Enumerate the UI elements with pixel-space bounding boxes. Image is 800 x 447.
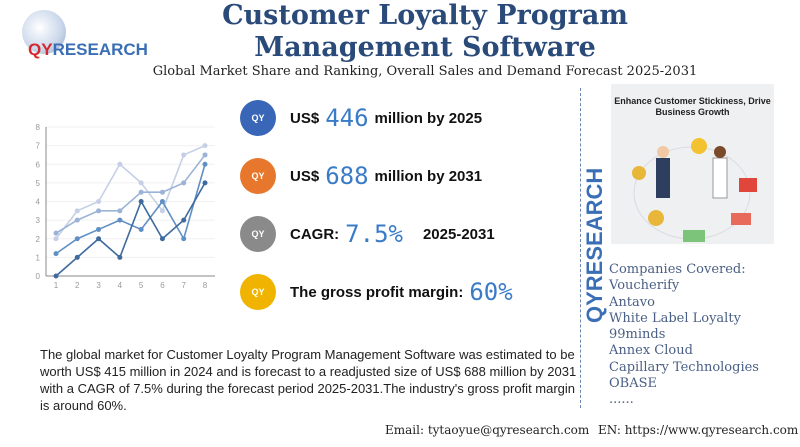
data-point-s2 — [202, 152, 208, 158]
stat-margin: QY The gross profit margin: 60% — [240, 274, 519, 310]
stat-2025: QY US$ 446 million by 2025 — [240, 100, 482, 136]
data-point-s4 — [202, 180, 208, 186]
globe-icon: QY — [240, 216, 276, 252]
data-point-s4 — [96, 236, 102, 242]
data-point-s3 — [53, 251, 59, 257]
stat-value: 446 — [325, 104, 369, 132]
x-tick-label: 3 — [96, 281, 101, 288]
data-point-s1 — [74, 208, 80, 214]
data-point-s2 — [138, 189, 144, 195]
handshake-illustration — [632, 138, 757, 242]
data-point-s3 — [159, 199, 165, 204]
data-point-s1 — [117, 161, 123, 167]
company-item: Annex Cloud — [609, 343, 693, 359]
divider — [580, 88, 581, 408]
x-tick-label: 8 — [203, 281, 208, 288]
y-tick-label: 6 — [36, 160, 41, 169]
data-point-s2 — [96, 208, 102, 214]
company-item: ...... — [609, 392, 634, 408]
stat-prefix: US$ — [290, 109, 320, 127]
stat-prefix: US$ — [290, 167, 320, 185]
company-item: OBASE — [609, 376, 657, 392]
stat-suffix: million by 2031 — [374, 167, 483, 185]
y-tick-label: 5 — [36, 179, 41, 188]
x-tick-label: 4 — [118, 281, 123, 288]
brand-vertical: QYRESEARCH — [582, 167, 607, 323]
data-point-s3 — [117, 217, 123, 223]
data-point-s3 — [96, 226, 102, 232]
data-point-s1 — [159, 208, 165, 214]
footer-email[interactable]: Email: tytaoyue@qyresearch.com — [385, 423, 590, 437]
data-point-s1 — [96, 199, 102, 204]
data-point-s4 — [138, 199, 144, 204]
x-tick-label: 1 — [54, 281, 59, 288]
company-item: 99minds — [609, 327, 666, 343]
company-item: Antavo — [609, 294, 655, 310]
data-point-s1 — [181, 152, 187, 158]
data-point-s2 — [159, 189, 165, 195]
data-point-s4 — [159, 236, 165, 242]
stat-prefix: CAGR: — [290, 225, 340, 243]
data-point-s4 — [181, 217, 187, 223]
x-tick-label: 2 — [75, 281, 80, 288]
data-point-s2 — [74, 217, 80, 223]
data-point-s3 — [202, 161, 208, 167]
logo-prefix: QY — [28, 40, 53, 59]
x-tick-label: 7 — [181, 281, 186, 288]
line-chart: 0 1 2 3 4 5 6 7 8 1 2 3 4 5 6 7 8 — [36, 123, 215, 288]
companies-heading: Companies Covered: — [609, 262, 746, 277]
stat-suffix: million by 2025 — [374, 109, 483, 127]
companies-list: Companies Covered: Voucherify Antavo Whi… — [609, 262, 759, 409]
globe-icon: QY — [240, 100, 276, 136]
x-tick-label: 5 — [139, 281, 144, 288]
data-point-s3 — [74, 236, 80, 242]
y-tick-label: 2 — [36, 235, 41, 244]
company-item: White Label Loyalty — [609, 310, 741, 326]
globe-icon — [22, 10, 66, 54]
y-tick-label: 7 — [36, 142, 41, 151]
logo-suffix: RESEARCH — [52, 40, 148, 59]
data-point-s1 — [202, 143, 208, 149]
y-tick-label: 1 — [36, 253, 41, 262]
promo-illustration: Enhance Customer Stickiness, Drive Busin… — [611, 84, 774, 244]
qyresearch-logo: QYRESEARCH — [18, 8, 148, 68]
market-description: The global market for Customer Loyalty P… — [40, 347, 577, 413]
stat-prefix: The gross profit margin: — [290, 283, 464, 301]
data-point-s3 — [181, 236, 187, 242]
data-point-s3 — [138, 226, 144, 232]
company-item: Capillary Technologies — [609, 359, 759, 375]
stat-value: 688 — [325, 162, 369, 190]
stat-suffix: 2025-2031 — [422, 225, 495, 243]
data-point-s4 — [74, 254, 80, 260]
series-line-s4 — [55, 182, 206, 277]
stat-2031: QY US$ 688 million by 2031 — [240, 158, 482, 194]
data-point-s2 — [181, 180, 187, 186]
page-title: Customer Loyalty Program Management Soft… — [222, 0, 628, 63]
data-point-s4 — [117, 254, 123, 260]
data-point-s1 — [53, 236, 59, 242]
illustration-headline: Enhance Customer Stickiness, Drive Busin… — [614, 96, 771, 117]
series-line-s2 — [55, 154, 206, 234]
data-point-s2 — [53, 230, 59, 236]
data-point-s1 — [138, 180, 144, 186]
stat-value: 7.5% — [345, 220, 403, 248]
y-tick-label: 8 — [36, 123, 41, 132]
data-point-s4 — [53, 273, 59, 279]
page-subtitle: Global Market Share and Ranking, Overall… — [152, 64, 698, 79]
y-tick-label: 0 — [36, 272, 41, 281]
data-point-s2 — [117, 208, 123, 214]
stat-cagr: QY CAGR: 7.5% 2025-2031 — [240, 216, 495, 252]
y-tick-label: 3 — [36, 216, 41, 225]
globe-icon: QY — [240, 158, 276, 194]
globe-icon: QY — [240, 274, 276, 310]
y-tick-label: 4 — [36, 198, 41, 207]
series-line-s1 — [55, 144, 206, 240]
series-line-s3 — [55, 164, 206, 255]
company-item: Voucherify — [609, 278, 680, 294]
footer-website[interactable]: EN: https://www.qyresearch.com — [598, 423, 799, 437]
stat-value: 60% — [469, 278, 513, 306]
x-tick-label: 6 — [160, 281, 165, 288]
